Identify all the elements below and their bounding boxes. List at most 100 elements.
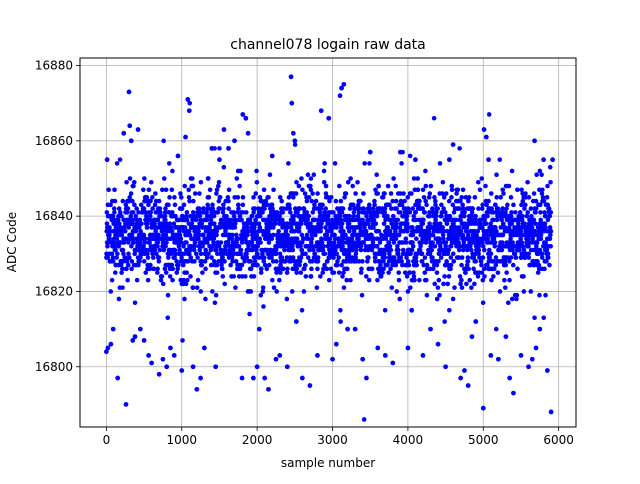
data-point — [540, 195, 546, 200]
data-point — [420, 206, 425, 211]
data-point — [377, 240, 383, 245]
data-point — [222, 247, 228, 253]
data-point — [460, 232, 466, 238]
data-point — [265, 202, 270, 208]
data-point — [383, 217, 388, 223]
data-point — [534, 172, 539, 178]
data-point — [519, 187, 524, 193]
data-point — [345, 179, 351, 185]
data-point — [160, 228, 166, 234]
data-point — [431, 115, 437, 121]
data-point — [423, 183, 429, 189]
data-point — [136, 262, 141, 268]
data-point — [535, 259, 540, 264]
scatter-series — [103, 74, 556, 422]
data-point — [156, 259, 162, 264]
data-point — [422, 210, 427, 215]
data-point — [407, 153, 413, 159]
data-point — [136, 225, 142, 230]
data-point — [108, 289, 114, 294]
data-point — [266, 240, 272, 245]
data-point — [435, 285, 441, 290]
data-point — [261, 259, 267, 264]
data-point — [336, 270, 342, 275]
data-point — [107, 236, 112, 242]
data-point — [337, 93, 343, 99]
data-point — [251, 274, 257, 279]
data-point — [379, 232, 384, 238]
data-point — [383, 236, 389, 242]
data-point — [224, 251, 230, 257]
data-point — [160, 281, 166, 287]
data-point — [164, 364, 170, 370]
data-point — [304, 232, 310, 238]
data-point — [197, 213, 203, 219]
data-point — [367, 206, 372, 211]
data-point — [430, 232, 436, 238]
data-point — [548, 179, 553, 185]
data-point — [381, 266, 386, 272]
data-point — [479, 176, 485, 181]
data-point — [155, 217, 161, 223]
data-point — [365, 221, 371, 226]
data-point — [510, 240, 515, 245]
data-point — [415, 187, 421, 193]
data-point — [165, 315, 171, 321]
data-point — [394, 206, 399, 211]
data-point — [346, 221, 352, 226]
data-point — [144, 213, 149, 219]
data-point — [410, 225, 415, 230]
data-point — [293, 262, 298, 268]
data-point — [185, 277, 190, 283]
data-point — [543, 213, 549, 219]
data-point — [429, 247, 435, 253]
data-point — [335, 259, 340, 264]
data-point — [169, 187, 175, 193]
data-point — [550, 157, 556, 163]
data-point — [393, 236, 399, 242]
data-point — [459, 285, 465, 290]
data-point — [320, 247, 326, 253]
data-point — [110, 259, 116, 264]
data-point — [218, 240, 224, 245]
data-point — [114, 161, 120, 166]
data-point — [311, 172, 317, 178]
data-point — [323, 206, 329, 211]
data-point — [480, 255, 486, 260]
data-point — [127, 176, 133, 181]
data-point — [164, 228, 170, 234]
data-point — [378, 262, 383, 268]
data-point — [158, 277, 164, 283]
data-point — [404, 217, 409, 223]
data-point — [208, 217, 214, 223]
data-point — [188, 213, 193, 219]
data-point — [522, 206, 527, 211]
data-point — [427, 191, 433, 196]
data-point — [356, 202, 361, 208]
data-point — [539, 172, 544, 178]
data-point — [284, 225, 290, 230]
data-point — [341, 81, 347, 87]
data-point — [150, 206, 155, 211]
data-point — [235, 210, 240, 215]
data-point — [499, 240, 505, 245]
data-point — [185, 97, 191, 102]
data-point — [137, 326, 143, 332]
data-point — [288, 259, 294, 264]
data-point — [105, 345, 111, 351]
data-point — [448, 243, 454, 249]
data-point — [439, 210, 445, 215]
data-point — [317, 210, 323, 215]
data-point — [177, 232, 183, 238]
data-point — [277, 251, 283, 257]
data-point — [513, 255, 519, 260]
data-point — [221, 202, 226, 208]
data-point — [462, 221, 468, 226]
plot-frame — [79, 57, 577, 428]
data-point — [506, 300, 511, 306]
data-point — [529, 221, 534, 226]
data-point — [388, 191, 394, 196]
data-point — [510, 247, 515, 253]
data-point — [230, 232, 235, 238]
data-point — [430, 255, 435, 260]
